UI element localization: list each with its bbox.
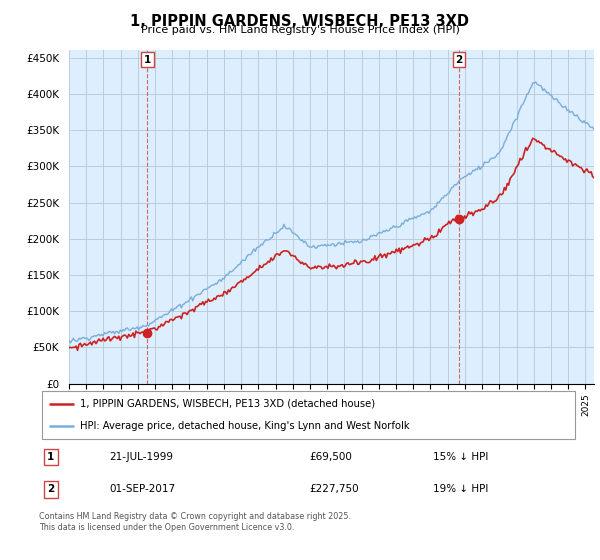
FancyBboxPatch shape: [42, 391, 575, 438]
Text: HPI: Average price, detached house, King's Lynn and West Norfolk: HPI: Average price, detached house, King…: [79, 421, 409, 431]
Text: 1, PIPPIN GARDENS, WISBECH, PE13 3XD: 1, PIPPIN GARDENS, WISBECH, PE13 3XD: [131, 14, 470, 29]
Text: 2: 2: [47, 484, 55, 494]
Text: 15% ↓ HPI: 15% ↓ HPI: [433, 452, 488, 462]
Text: 19% ↓ HPI: 19% ↓ HPI: [433, 484, 488, 494]
Text: Contains HM Land Registry data © Crown copyright and database right 2025.
This d: Contains HM Land Registry data © Crown c…: [39, 512, 351, 532]
Text: 1: 1: [47, 452, 55, 462]
Text: 01-SEP-2017: 01-SEP-2017: [109, 484, 175, 494]
Text: £227,750: £227,750: [309, 484, 359, 494]
Text: 21-JUL-1999: 21-JUL-1999: [109, 452, 173, 462]
Text: Price paid vs. HM Land Registry's House Price Index (HPI): Price paid vs. HM Land Registry's House …: [140, 25, 460, 35]
Text: 2: 2: [455, 55, 463, 65]
Text: 1, PIPPIN GARDENS, WISBECH, PE13 3XD (detached house): 1, PIPPIN GARDENS, WISBECH, PE13 3XD (de…: [79, 399, 374, 409]
Text: 1: 1: [143, 55, 151, 65]
Text: £69,500: £69,500: [309, 452, 352, 462]
